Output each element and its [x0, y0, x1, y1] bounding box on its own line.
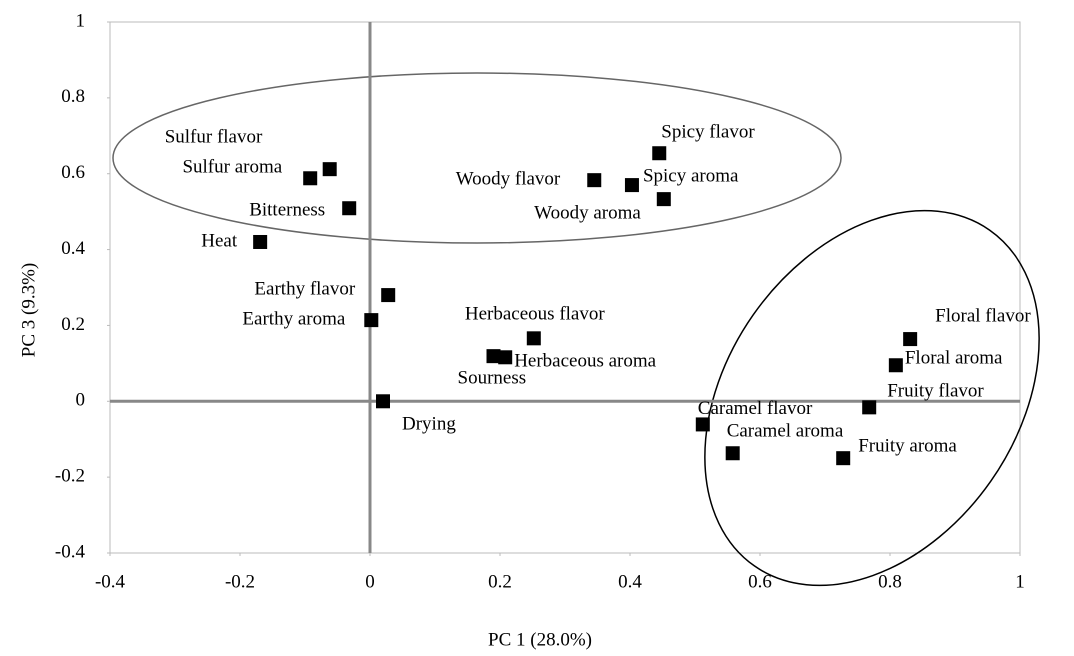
point-label: Woody flavor	[456, 169, 561, 190]
y-tick-label: 1	[76, 10, 86, 31]
point-label: Drying	[402, 414, 456, 435]
point	[322, 162, 337, 177]
point-label: Bitterness	[249, 200, 325, 221]
x-tick-label: -0.4	[95, 571, 126, 592]
point	[587, 173, 602, 188]
point	[376, 394, 390, 409]
point	[862, 400, 877, 415]
x-axis-label: PC 1 (28.0%)	[488, 629, 592, 650]
point-label: Spicy aroma	[643, 165, 739, 186]
cluster-ellipse	[112, 72, 842, 244]
point	[903, 332, 918, 347]
x-tick-label: 0	[365, 571, 375, 592]
point-label: Fruity aroma	[858, 436, 957, 457]
point	[526, 331, 541, 346]
y-tick-label: 0.6	[61, 162, 85, 183]
point-label: Herbaceous flavor	[465, 304, 605, 325]
point	[656, 192, 671, 207]
x-tick-label: 0.6	[748, 571, 772, 592]
point	[498, 350, 513, 365]
x-tick-label: -0.2	[225, 571, 255, 592]
x-tick-label: 0.8	[878, 571, 902, 592]
y-tick-label: 0.2	[61, 314, 85, 335]
point-label: Fruity flavor	[887, 381, 984, 402]
point-label: Sourness	[458, 368, 527, 389]
point-label: Earthy aroma	[242, 308, 345, 329]
cluster-ellipse	[704, 209, 1040, 587]
point-label: Caramel flavor	[698, 398, 813, 419]
point	[652, 146, 667, 161]
point-label: Earthy flavor	[254, 278, 355, 299]
point-label: Floral flavor	[935, 305, 1031, 326]
point	[303, 171, 318, 186]
point-label: Heat	[201, 230, 238, 251]
y-tick-label: -0.2	[55, 466, 85, 487]
point-label: Sulfur flavor	[165, 127, 263, 148]
x-tick-label: 0.2	[488, 571, 512, 592]
y-tick-label: 0.4	[61, 238, 85, 259]
point	[725, 446, 740, 461]
point	[888, 358, 903, 373]
y-tick-label: -0.4	[55, 541, 86, 562]
plot-frame	[109, 21, 1021, 554]
point	[836, 451, 851, 466]
point-label: Floral aroma	[905, 348, 1003, 369]
point	[624, 178, 639, 193]
x-tick-label: 0.4	[618, 571, 642, 592]
point	[364, 313, 379, 328]
point	[486, 349, 501, 364]
point-label: Spicy flavor	[661, 122, 755, 143]
point-label: Herbaceous aroma	[514, 351, 656, 372]
point	[695, 417, 710, 432]
point-label: Caramel aroma	[727, 421, 844, 442]
point	[342, 201, 357, 216]
point-label: Woody aroma	[534, 202, 641, 223]
y-tick-label: 0.8	[61, 86, 85, 107]
y-axis-label: PC 3 (9.3%)	[18, 263, 39, 357]
point	[381, 288, 396, 303]
y-tick-label: 0	[76, 390, 86, 411]
x-tick-label: 1	[1015, 571, 1025, 592]
point	[253, 234, 268, 249]
point-label: Sulfur aroma	[182, 157, 282, 178]
